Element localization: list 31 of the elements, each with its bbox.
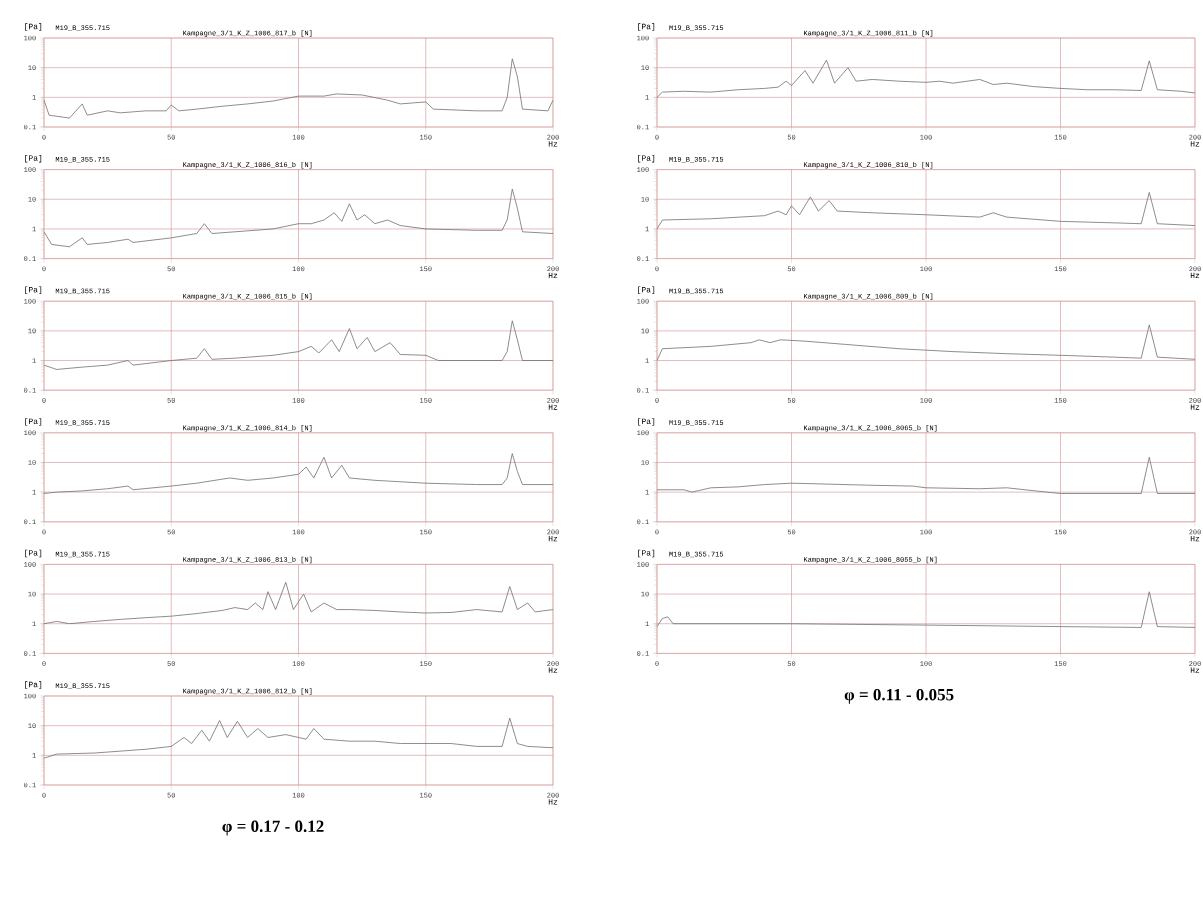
line-series (657, 324, 1196, 361)
x-axis-title: Hz (548, 667, 558, 673)
x-axis-title: Hz (548, 272, 558, 279)
line-series (44, 581, 554, 625)
line-series (44, 58, 554, 119)
y-axis-title: [Pa] (25, 549, 42, 558)
x-axis-title: Hz (548, 799, 558, 805)
x-axis-title: Hz (1190, 404, 1200, 410)
y-axis-title: [Pa] (25, 154, 42, 163)
x-axis-title: Hz (1190, 141, 1200, 147)
text: φ = 0.17 - 0.12 (222, 820, 324, 836)
text: φ = 0.11 - 0.055 (844, 688, 954, 704)
y-axis-title: [Pa] (25, 418, 42, 426)
line-series (44, 453, 554, 494)
x-axis-title: Hz (548, 536, 558, 542)
y-axis-title: [Pa] (638, 286, 655, 294)
line-series (657, 192, 1196, 230)
line-series (657, 59, 1196, 98)
y-axis-title: [Pa] (638, 549, 655, 558)
x-axis-title: Hz (1190, 667, 1200, 673)
y-axis-title: [Pa] (638, 154, 655, 163)
x-axis-title: Hz (1190, 272, 1200, 279)
x-axis-title: Hz (548, 141, 558, 147)
y-axis-title: [Pa] (25, 286, 42, 294)
line-series (44, 188, 554, 248)
x-axis-title: Hz (1190, 536, 1200, 542)
y-axis-title: [Pa] (638, 23, 655, 31)
y-axis-title: [Pa] (25, 23, 42, 31)
x-axis-title: Hz (548, 404, 558, 410)
y-axis-title: [Pa] (638, 418, 655, 426)
y-axis-title: [Pa] (25, 681, 42, 689)
